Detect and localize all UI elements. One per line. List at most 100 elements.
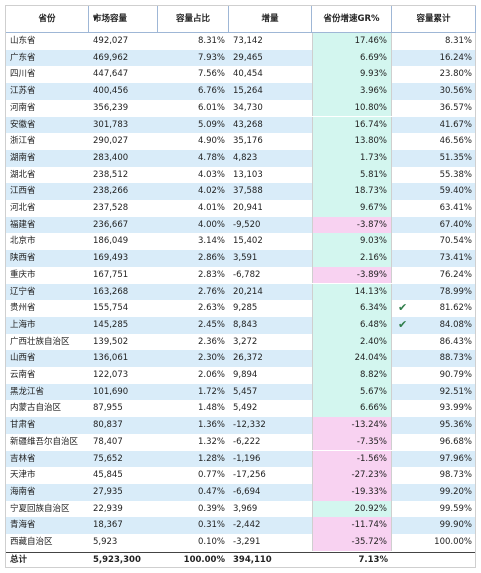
cell: 17.46% [312,33,392,50]
cell: -12,332 [233,420,266,431]
cell: 186,049 [93,236,129,247]
cell: -1.56% [312,450,392,468]
column-header[interactable]: 增量 [229,6,312,33]
column-header[interactable]: 容量累计 [392,6,476,33]
cell: 167,751 [93,269,129,280]
cell: 河南省 [10,102,36,113]
cell: 78.99% [439,286,472,297]
cell: 99.59% [439,503,472,514]
cell: 20,214 [233,286,263,297]
cell: 6.69% [312,49,392,67]
cell: 23.80% [439,69,472,80]
cell: 45,845 [93,470,123,481]
cell: 2.86% [197,253,225,264]
cell: 22,939 [93,503,123,514]
cell: 96.68% [439,436,472,447]
cell: 6.76% [197,86,225,97]
column-header[interactable]: 容量占比 [158,6,229,33]
cell: 236,667 [93,219,129,230]
cell: 山西省 [10,353,36,364]
cell: 97.96% [439,453,472,464]
cell: 6.66% [312,400,392,418]
cell: 26,372 [233,353,263,364]
cell: 15,402 [233,236,263,247]
cell: 99.90% [439,520,472,531]
cell: 27,935 [93,486,123,497]
cell: 5,492 [233,403,258,414]
cell: 5.67% [312,383,392,401]
cell: 7.56% [197,69,225,80]
cell: 9,894 [233,370,258,380]
cell: 8.82% [312,367,392,384]
cell: 6.48% [312,316,392,334]
cell: 2.06% [197,370,225,380]
cell: 9.67% [312,200,392,217]
cell: 2.30% [197,353,225,364]
cell: -17,256 [233,470,266,481]
cell: -27.23% [312,467,392,484]
cell: 5.09% [197,119,225,130]
cell: 4.03% [197,169,225,180]
cell: 87,955 [93,403,123,414]
cell: 356,239 [93,102,129,113]
cell: 内蒙古自治区 [10,403,62,414]
cell: 1.48% [197,403,225,414]
cell: 广西壮族自治区 [10,336,70,347]
cell: 20.92% [312,500,392,518]
cell: 81.62% [439,303,472,314]
cell: 9.93% [312,66,392,84]
cell: 283,400 [93,152,129,163]
sort-arrow[interactable]: ▼ [93,15,98,22]
cell: -9,520 [233,219,261,230]
cell: 99.20% [439,486,472,497]
cell: 浙江省 [10,136,36,147]
cell: 9.03% [312,233,392,251]
cell: -2,442 [233,520,261,531]
cell: 492,027 [93,36,129,46]
total-cell: 5,923,300 [93,554,141,565]
cell: -6,694 [233,486,261,497]
cell: 92.51% [439,386,472,397]
cell: 35,176 [233,136,263,147]
cell: 1.36% [197,420,225,431]
cell: 76.24% [439,269,472,280]
cell: 江西省 [10,186,36,197]
cell: 98.73% [439,470,472,481]
cell: 安徽省 [10,119,36,130]
cell: -3.89% [312,266,392,284]
cell: 吉林省 [10,453,36,464]
cell: 福建省 [10,219,36,230]
column-header[interactable]: 省份增速GR% [312,6,392,33]
table: 省份 市场容量 ▼ 容量占比 增量 省份增速GR% 容量累计 山东省 492,027 8.31% 7… [5,5,476,568]
cell: 59.40% [439,186,472,197]
cell: 4.78% [197,152,225,163]
cell: 30.56% [439,86,472,97]
cell: 29,465 [233,52,263,63]
cell: 陕西省 [10,253,36,264]
cell: 16.24% [439,52,472,63]
cell: 北京市 [10,236,36,247]
column-header[interactable]: 省份 [6,6,89,33]
total-cell: 100.00% [183,554,225,565]
cell: 天津市 [10,470,36,481]
cell: 101,690 [93,386,129,397]
cell: 63.41% [439,203,472,213]
cell: 5,923 [93,537,118,547]
cell: 贵州省 [10,303,36,314]
cell: 122,073 [93,370,129,380]
cell: 24.04% [312,350,392,367]
cell: 3,591 [233,253,258,264]
cell: 山东省 [10,36,36,46]
cell: 2.83% [197,269,225,280]
cell: 13.80% [312,133,392,150]
cell: 4,823 [233,152,258,163]
cell: -3,291 [233,537,261,547]
cell: 20,941 [233,203,263,213]
column-header[interactable]: 市场容量 ▼ [89,6,158,33]
cell: 2.40% [312,333,392,351]
cell: 1.72% [197,386,225,397]
total-cell: 总计 [10,554,28,565]
cell: -6,782 [233,269,261,280]
cell: 88.73% [439,353,472,364]
cell: -13.24% [312,417,392,434]
